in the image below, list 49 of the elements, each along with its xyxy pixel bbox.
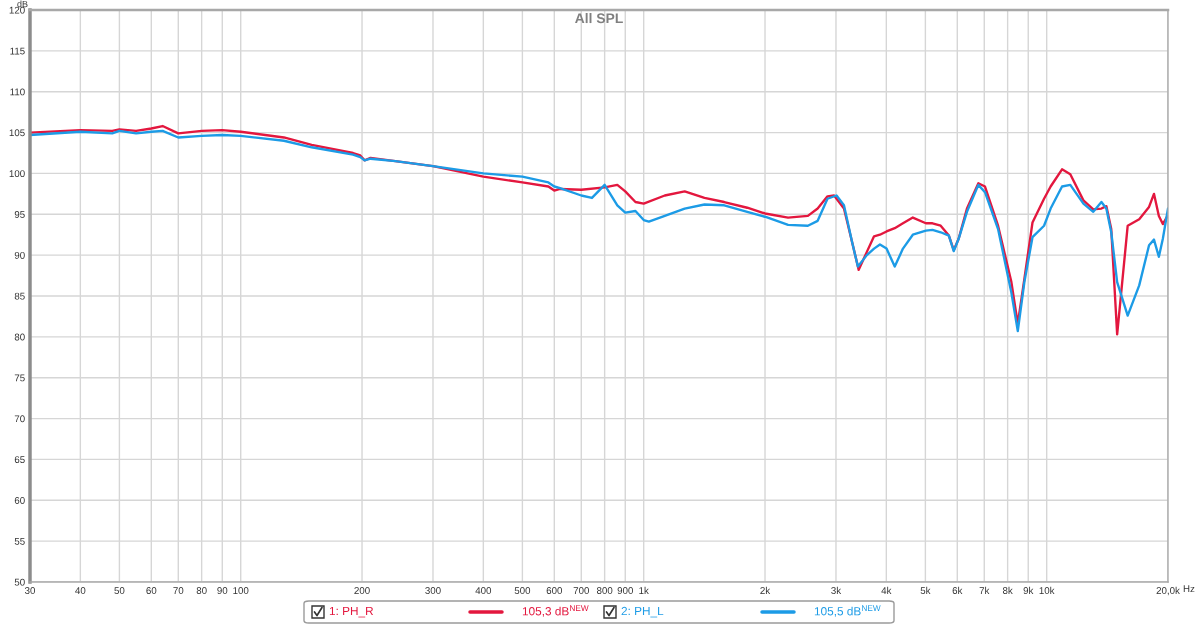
y-tick-label: 90 bbox=[14, 251, 25, 259]
x-tick-label: 600 bbox=[546, 587, 563, 594]
x-tick-label: 8k bbox=[1002, 586, 1013, 594]
x-tick-label: 70 bbox=[173, 587, 184, 594]
text: 105,5 dB$^{NEW}$ bbox=[814, 605, 881, 617]
x-tick-label: 800 bbox=[596, 587, 613, 594]
y-tick-label: 70 bbox=[14, 415, 25, 423]
x-tick-label: 1k bbox=[639, 586, 649, 594]
y-tick-label: 110 bbox=[10, 88, 25, 96]
y-axis-title: dB bbox=[17, 0, 28, 8]
text: 2: PH_L bbox=[621, 606, 664, 618]
text: 105,3 dB$^{NEW}$ bbox=[522, 605, 589, 617]
y-tick-label: 115 bbox=[10, 47, 25, 55]
x-tick-label: 500 bbox=[514, 587, 531, 594]
y-tick-label: 65 bbox=[14, 456, 25, 464]
x-tick-label: 5k bbox=[920, 586, 931, 594]
x-tick-label: 30 bbox=[24, 587, 36, 594]
y-tick-label: 100 bbox=[9, 170, 25, 178]
x-tick-label: 20,0k bbox=[1156, 586, 1180, 596]
x-tick-label: 4k bbox=[881, 586, 892, 594]
y-tick-label: 50 bbox=[14, 578, 25, 586]
x-tick-label: 2k bbox=[760, 586, 771, 594]
y-tick-label: 60 bbox=[14, 497, 25, 504]
y-tick-label: 75 bbox=[14, 374, 25, 382]
x-axis-title: Hz bbox=[1183, 585, 1195, 593]
y-tick-label: 55 bbox=[14, 537, 25, 545]
x-tick-label: 60 bbox=[146, 587, 157, 594]
chart-title: All SPL bbox=[575, 13, 623, 24]
y-tick-label: 95 bbox=[14, 211, 25, 218]
y-tick-label: 120 bbox=[9, 6, 25, 14]
y-tick-label: 80 bbox=[14, 333, 25, 341]
x-tick-label: 90 bbox=[217, 587, 228, 594]
x-tick-label: 10k bbox=[1039, 586, 1055, 594]
x-tick-label: 700 bbox=[573, 587, 590, 594]
text: 1: PH_R bbox=[329, 606, 374, 618]
x-tick-label: 400 bbox=[475, 587, 492, 594]
x-tick-label: 9k bbox=[1023, 586, 1034, 594]
x-tick-label: 3k bbox=[831, 586, 842, 594]
x-tick-label: 6k bbox=[952, 586, 963, 594]
x-tick-label: 80 bbox=[196, 587, 207, 594]
x-tick-label: 50 bbox=[114, 587, 125, 594]
x-tick-label: 200 bbox=[354, 587, 370, 594]
x-tick-label: 40 bbox=[75, 587, 86, 594]
x-tick-label: 7k bbox=[979, 586, 990, 594]
x-tick-label: 100 bbox=[233, 587, 249, 594]
y-tick-label: 85 bbox=[14, 292, 25, 300]
y-tick-label: 105 bbox=[9, 129, 25, 137]
x-tick-label: 300 bbox=[425, 587, 441, 594]
x-tick-label: 900 bbox=[617, 587, 633, 594]
